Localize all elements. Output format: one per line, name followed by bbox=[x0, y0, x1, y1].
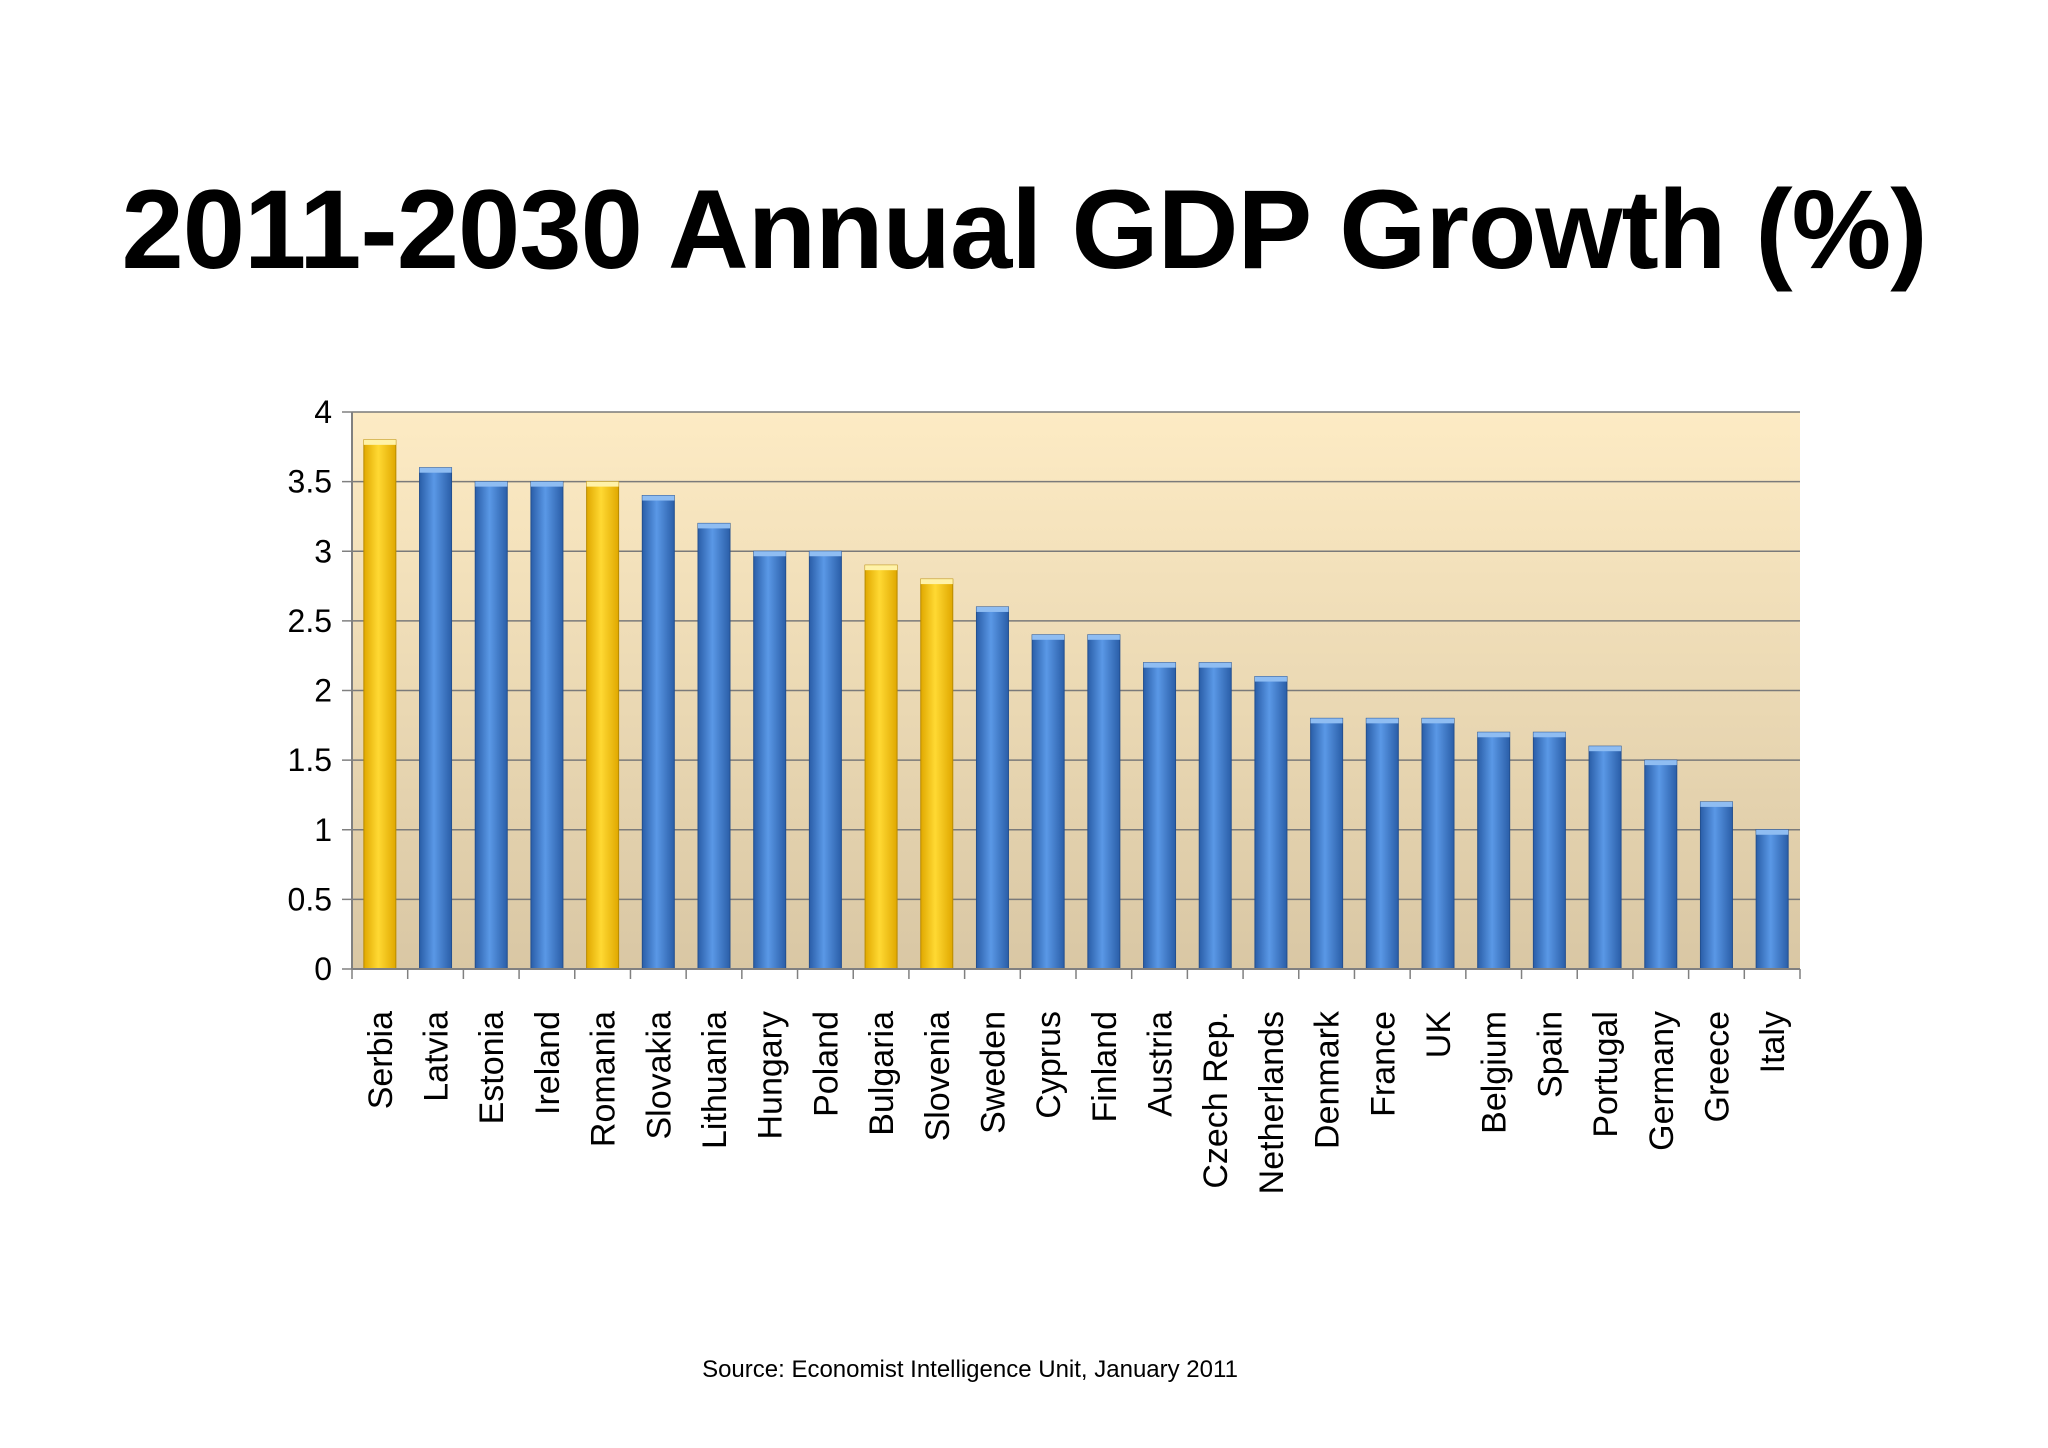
y-tick-label: 3 bbox=[314, 533, 332, 569]
bar-top-highlight bbox=[475, 481, 508, 487]
bar-slovakia bbox=[641, 495, 675, 970]
bar-latvia bbox=[419, 467, 453, 970]
x-tick-label: Estonia bbox=[473, 1011, 511, 1124]
bar-uk bbox=[1421, 717, 1455, 970]
bar-czech-rep bbox=[1198, 662, 1232, 970]
bar-top-highlight bbox=[809, 551, 842, 557]
bar-top-highlight bbox=[1422, 718, 1454, 724]
bar-top-highlight bbox=[920, 579, 953, 585]
bar-france bbox=[1365, 717, 1399, 970]
x-tick-label: Latvia bbox=[418, 1011, 456, 1102]
x-tick-label: Poland bbox=[807, 1011, 845, 1117]
x-tick-label: Hungary bbox=[752, 1011, 790, 1140]
x-tick-label: Lithuania bbox=[696, 1011, 734, 1149]
slide-title: 2011-2030 Annual GDP Growth (%) bbox=[121, 167, 1927, 292]
x-tick-label: Sweden bbox=[974, 1011, 1012, 1134]
x-tick-label: Greece bbox=[1698, 1011, 1736, 1123]
x-tick-label: Italy bbox=[1754, 1011, 1792, 1073]
x-tick-label: Czech Rep. bbox=[1197, 1011, 1235, 1189]
bar-top-highlight bbox=[976, 606, 1009, 612]
x-tick-label: Germany bbox=[1643, 1011, 1681, 1151]
bar-slovenia bbox=[920, 578, 954, 970]
bar-top-highlight bbox=[1533, 732, 1566, 738]
x-tick-label: Netherlands bbox=[1253, 1011, 1291, 1194]
bar-cyprus bbox=[1031, 634, 1065, 970]
bar-top-highlight bbox=[1310, 718, 1343, 724]
bar-belgium bbox=[1477, 731, 1511, 970]
bar-lithuania bbox=[697, 522, 731, 970]
bar-ireland bbox=[530, 481, 564, 970]
x-tick-label: Slovenia bbox=[919, 1011, 957, 1142]
bar-top-highlight bbox=[1254, 676, 1287, 682]
bar-romania bbox=[586, 481, 620, 970]
bar-top-highlight bbox=[753, 551, 786, 557]
y-tick-label: 2.5 bbox=[288, 603, 332, 639]
x-tick-label: France bbox=[1364, 1011, 1402, 1117]
bar-sweden bbox=[975, 606, 1009, 970]
bar-top-highlight bbox=[1756, 829, 1789, 835]
x-tick-label: Bulgaria bbox=[863, 1011, 901, 1136]
y-tick-label: 1.5 bbox=[288, 742, 332, 778]
bar-greece bbox=[1699, 801, 1733, 970]
source-note: Source: Economist Intelligence Unit, Jan… bbox=[702, 1356, 1238, 1383]
y-axis-tick-labels: 0 0.5 1 1.5 2 2.5 3 3.5 4 bbox=[288, 394, 332, 987]
bar-top-highlight bbox=[1199, 662, 1232, 668]
axes bbox=[351, 412, 1800, 970]
x-tick-label: Belgium bbox=[1476, 1011, 1514, 1134]
x-tick-label: Slovakia bbox=[640, 1011, 678, 1140]
bar-top-highlight bbox=[1589, 746, 1622, 752]
bar-italy bbox=[1755, 829, 1789, 970]
bar-spain bbox=[1532, 731, 1566, 970]
bar-finland bbox=[1087, 634, 1121, 970]
x-tick-label: Romania bbox=[585, 1011, 623, 1147]
bar-top-highlight bbox=[1366, 718, 1399, 724]
bar-top-highlight bbox=[530, 481, 563, 487]
x-tick-label: Austria bbox=[1142, 1011, 1180, 1117]
bar-top-highlight bbox=[1700, 801, 1733, 807]
x-tick-label: Denmark bbox=[1309, 1010, 1347, 1149]
bar-top-highlight bbox=[363, 439, 396, 445]
y-tick-label: 1 bbox=[314, 812, 332, 848]
bar-denmark bbox=[1310, 717, 1344, 970]
bar-top-highlight bbox=[642, 495, 675, 501]
y-tick-label: 0 bbox=[314, 951, 332, 987]
bar-hungary bbox=[753, 550, 787, 970]
x-tick-label: Cyprus bbox=[1030, 1011, 1068, 1119]
bar-top-highlight bbox=[1644, 760, 1677, 766]
y-tick-label: 2 bbox=[314, 673, 332, 709]
x-tick-label: Spain bbox=[1531, 1011, 1569, 1098]
bar-top-highlight bbox=[586, 481, 619, 487]
y-tick-label: 3.5 bbox=[288, 464, 332, 500]
y-tick-label: 4 bbox=[314, 394, 332, 430]
bar-austria bbox=[1143, 662, 1177, 970]
x-axis-tick-labels: Serbia Latvia Estonia Ireland Romania Slovaki… bbox=[362, 1010, 1792, 1194]
x-tick-label: Portugal bbox=[1587, 1011, 1625, 1138]
x-tick-label: Serbia bbox=[362, 1011, 400, 1109]
bars bbox=[363, 439, 1789, 970]
bar-top-highlight bbox=[1032, 634, 1065, 640]
x-tick-label: Ireland bbox=[529, 1011, 567, 1115]
bar-top-highlight bbox=[419, 467, 452, 473]
bar-estonia bbox=[474, 481, 508, 970]
x-tick-label: Finland bbox=[1086, 1011, 1124, 1123]
bar-top-highlight bbox=[1087, 634, 1120, 640]
bar-top-highlight bbox=[698, 523, 730, 529]
bar-bulgaria bbox=[864, 564, 898, 970]
y-tick-label: 0.5 bbox=[288, 881, 332, 917]
bar-top-highlight bbox=[1143, 662, 1176, 668]
bar-serbia bbox=[363, 439, 397, 970]
bar-portugal bbox=[1588, 745, 1622, 970]
bar-top-highlight bbox=[1477, 732, 1510, 738]
bar-netherlands bbox=[1254, 676, 1288, 970]
bar-germany bbox=[1644, 759, 1678, 970]
x-tick-label: UK bbox=[1420, 1011, 1458, 1059]
bar-poland bbox=[808, 550, 842, 970]
bar-top-highlight bbox=[865, 565, 898, 571]
